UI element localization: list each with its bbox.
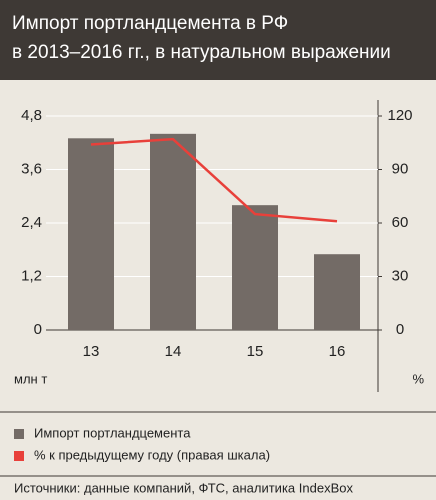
y-tick-label: 4,8 (21, 107, 42, 124)
legend-swatch (14, 429, 24, 439)
bar (314, 254, 360, 330)
y2-tick-label: 0 (396, 321, 404, 338)
bar (68, 138, 114, 330)
x-tick-label: 14 (165, 343, 182, 360)
y-tick-label: 3,6 (21, 160, 42, 177)
legend-label: % к предыдущему году (правая шкала) (34, 447, 270, 462)
legend-swatch (14, 451, 24, 461)
chart-title: Импорт портландцемента в РФ (12, 13, 288, 34)
header (0, 0, 436, 80)
y2-tick-label: 90 (392, 160, 409, 177)
y2-axis-label: % (412, 371, 424, 386)
y-tick-label: 2,4 (21, 214, 42, 231)
source: Источники: данные компаний, ФТС, аналити… (14, 480, 353, 495)
y2-tick-label: 120 (387, 107, 412, 124)
line (90, 137, 338, 223)
y-tick-label: 1,2 (21, 267, 42, 284)
y-tick-label: 0 (34, 321, 42, 338)
x-tick-label: 15 (247, 343, 264, 360)
y2-tick-label: 60 (392, 214, 409, 231)
legend-label: Импорт портландцемента (34, 425, 191, 440)
x-tick-label: 16 (329, 343, 346, 360)
y2-tick-label: 30 (392, 267, 409, 284)
bar (150, 133, 196, 330)
bar (232, 205, 278, 330)
x-tick-label: 13 (83, 343, 100, 360)
y-axis-label: млн т (14, 371, 47, 386)
chart-title: в 2013–2016 гг., в натуральном выражении (12, 42, 391, 63)
